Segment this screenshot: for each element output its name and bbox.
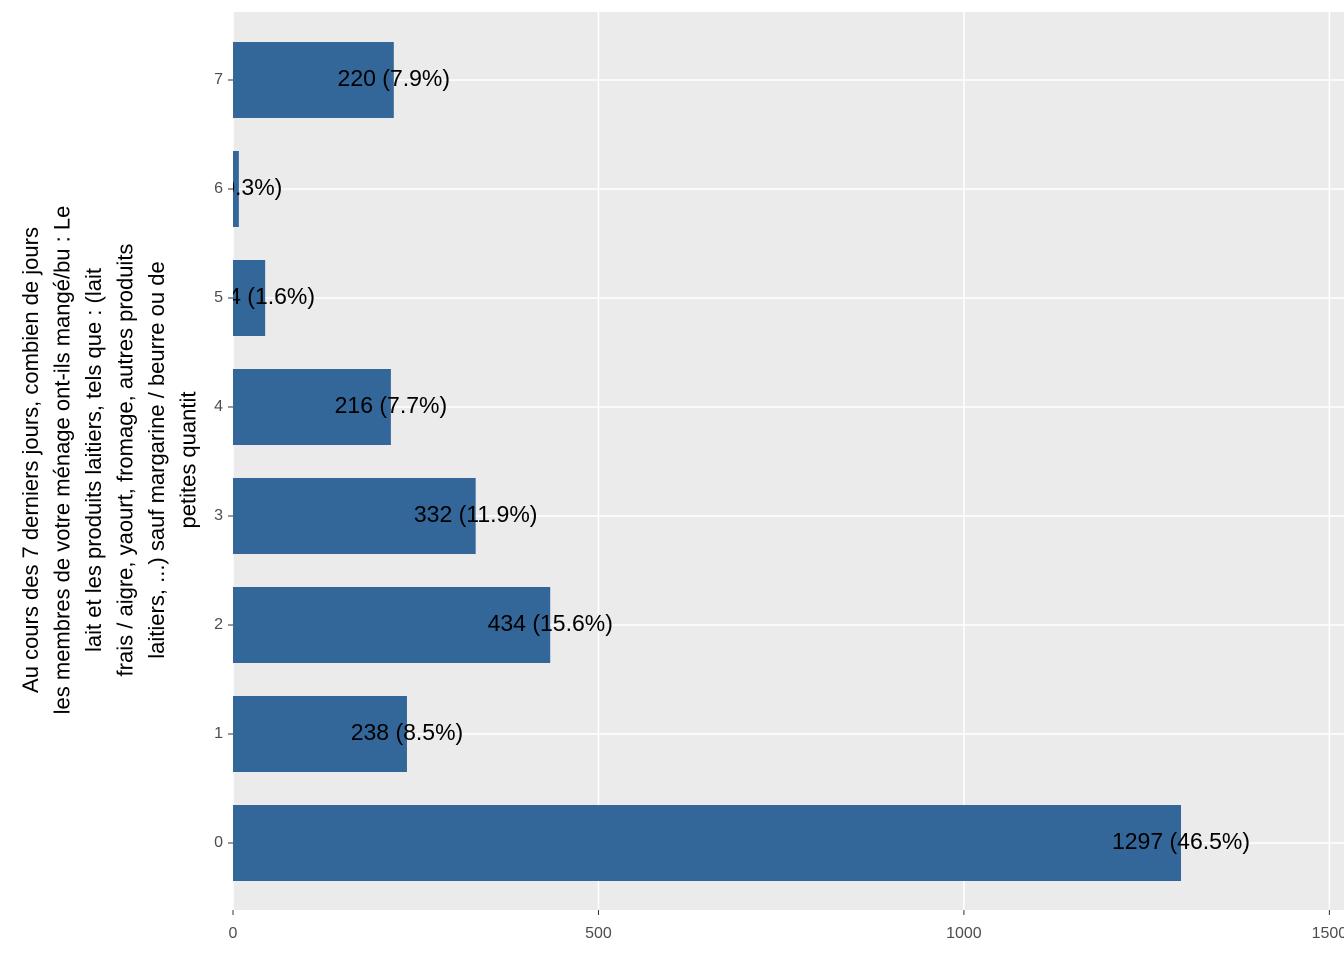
x-tick-label: 1500 bbox=[1312, 925, 1344, 942]
y-tick-label: 2 bbox=[214, 616, 223, 633]
y-tick-label: 6 bbox=[214, 180, 223, 197]
y-axis-title: petites quantit bbox=[175, 392, 200, 529]
bar bbox=[233, 696, 407, 772]
x-tick-label: 500 bbox=[585, 925, 612, 942]
y-tick-label: 4 bbox=[214, 398, 223, 415]
bar bbox=[233, 369, 391, 445]
y-tick-label: 0 bbox=[214, 834, 223, 851]
y-tick-label: 1 bbox=[214, 725, 223, 742]
bar bbox=[233, 42, 394, 118]
y-tick-label: 5 bbox=[214, 289, 223, 306]
x-tick-label: 1000 bbox=[946, 925, 982, 942]
value-label: 216 (7.7%) bbox=[335, 392, 448, 418]
y-axis-title: les membres de votre ménage ont-ils mang… bbox=[49, 206, 74, 715]
y-axis-title: Au cours des 7 derniers jours, combien d… bbox=[18, 227, 43, 693]
y-axis-title: lait et les produits laitiers, tels que … bbox=[81, 268, 106, 652]
value-label: 434 (15.6%) bbox=[488, 610, 613, 636]
bar bbox=[233, 151, 239, 227]
value-label: 238 (8.5%) bbox=[351, 719, 464, 745]
y-axis-title: laitiers, ...) sauf margarine / beurre o… bbox=[144, 261, 169, 658]
value-label: 332 (11.9%) bbox=[414, 501, 538, 527]
value-label: 220 (7.9%) bbox=[338, 65, 451, 91]
y-tick-label: 3 bbox=[214, 507, 223, 524]
value-label: 8 (0.3%) bbox=[195, 174, 282, 200]
bar bbox=[233, 260, 266, 336]
y-axis-title: frais / aigre, yaourt, fromage, autres p… bbox=[112, 244, 137, 677]
bar bbox=[233, 587, 551, 663]
panel bbox=[233, 12, 1344, 910]
bar bbox=[233, 805, 1182, 881]
x-tick-label: 0 bbox=[229, 925, 238, 942]
y-tick-label: 7 bbox=[214, 71, 223, 88]
value-label: 44 (1.6%) bbox=[215, 283, 315, 309]
value-label: 1297 (46.5%) bbox=[1112, 828, 1250, 854]
bar bbox=[233, 478, 476, 554]
